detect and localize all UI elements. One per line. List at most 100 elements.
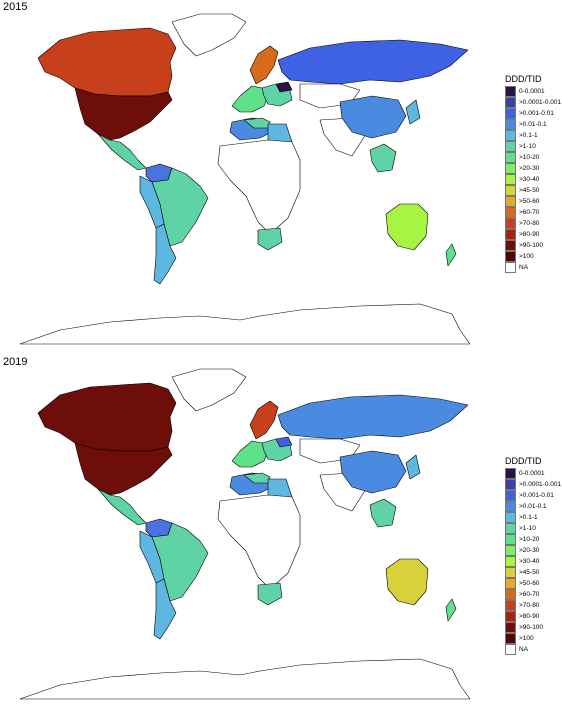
- legend-item: >1-10: [505, 141, 561, 152]
- legend-label: 0-0.0001: [519, 88, 545, 95]
- map-panel-2019: 2019 DDD/TID 0-0.0001 >0.0001-0.001 >0.001…: [0, 355, 562, 709]
- legend-label: >0.1-1: [519, 514, 538, 521]
- legend-label: >1-10: [519, 143, 536, 150]
- legend-item: >10-20: [505, 534, 561, 545]
- region-australia: [385, 203, 429, 251]
- legend-label: >20-30: [519, 547, 540, 554]
- legend-swatch: [505, 97, 516, 108]
- legend-label: >80-90: [519, 231, 540, 238]
- region-belarus: [275, 436, 293, 448]
- region-africa: [217, 494, 301, 590]
- legend-label: >0.001-0.01: [519, 492, 554, 499]
- region-greenland: [171, 368, 247, 412]
- legend-item: NA: [505, 644, 561, 655]
- region-south-africa: [257, 227, 283, 251]
- legend-item: 0-0.0001: [505, 468, 561, 479]
- legend-label: >60-70: [519, 209, 540, 216]
- region-new-zealand: [445, 243, 457, 267]
- region-scandinavia: [249, 400, 279, 440]
- legend-item: >100: [505, 251, 561, 262]
- legend-label: 0-0.0001: [519, 470, 545, 477]
- region-southern-cone: [153, 223, 177, 285]
- legend-label: >45-50: [519, 187, 540, 194]
- legend-swatch: [505, 622, 516, 633]
- legend-swatch: [505, 207, 516, 218]
- legend-item: >0.01-0.1: [505, 119, 561, 130]
- legend-swatch: [505, 141, 516, 152]
- legend-swatch: [505, 490, 516, 501]
- legend-item: >1-10: [505, 523, 561, 534]
- legend-item: >0.1-1: [505, 512, 561, 523]
- region-greenland: [171, 13, 247, 57]
- legend-item: >60-70: [505, 207, 561, 218]
- legend-item: >45-50: [505, 185, 561, 196]
- legend-label: >0.0001-0.001: [519, 99, 562, 106]
- region-usa: [74, 87, 173, 141]
- legend-swatch: [505, 479, 516, 490]
- region-australia: [385, 558, 429, 606]
- legend-item: NA: [505, 262, 561, 273]
- legend-item: >0.001-0.01: [505, 108, 561, 119]
- legend-item: >20-30: [505, 163, 561, 174]
- legend-swatch: [505, 174, 516, 185]
- legend-swatch: [505, 196, 516, 207]
- legend-item: >20-30: [505, 545, 561, 556]
- legend-label: >45-50: [519, 569, 540, 576]
- region-russia: [277, 394, 469, 440]
- legend-title: DDD/TID: [505, 74, 542, 84]
- legend-swatch: [505, 556, 516, 567]
- legend-swatch: [505, 229, 516, 240]
- legend-label: >50-60: [519, 580, 540, 587]
- world-map-2019: [19, 368, 471, 700]
- legend-swatch: [505, 534, 516, 545]
- region-east-asia: [405, 454, 421, 480]
- region-china: [339, 95, 407, 139]
- map-panel-2015: 2015 DDD/TID 0-0.0001 >0.0001-0.001 >0.001…: [0, 0, 562, 354]
- legend-item: >45-50: [505, 567, 561, 578]
- legend-swatch: [505, 633, 516, 644]
- legend-swatch: [505, 119, 516, 130]
- legend-swatch: [505, 130, 516, 141]
- legend-swatch: [505, 262, 516, 273]
- legend-label: >10-20: [519, 536, 540, 543]
- legend-swatch: [505, 152, 516, 163]
- legend-swatch: [505, 218, 516, 229]
- region-north-america: [37, 382, 177, 452]
- legend-items: 0-0.0001 >0.0001-0.001 >0.001-0.01 >0.01-0.…: [505, 468, 561, 655]
- legend-item: >50-60: [505, 196, 561, 207]
- legend-item: >70-80: [505, 218, 561, 229]
- year-label: 2019: [3, 356, 28, 368]
- legend-swatch: [505, 86, 516, 97]
- legend-swatch: [505, 578, 516, 589]
- legend-swatch: [505, 600, 516, 611]
- legend-item: >0.01-0.1: [505, 501, 561, 512]
- legend-swatch: [505, 611, 516, 622]
- legend-label: >70-80: [519, 602, 540, 609]
- legend-label: >90-100: [519, 624, 544, 631]
- region-southeast-asia: [369, 143, 397, 173]
- legend-2015: DDD/TID 0-0.0001 >0.0001-0.001 >0.001-0.01…: [505, 74, 561, 273]
- legend-item: >60-70: [505, 589, 561, 600]
- legend-swatch: [505, 468, 516, 479]
- legend-item: >90-100: [505, 622, 561, 633]
- legend-label: >0.001-0.01: [519, 110, 554, 117]
- legend-label: >30-40: [519, 558, 540, 565]
- region-belarus: [275, 81, 293, 93]
- legend-swatch: [505, 185, 516, 196]
- legend-label: >30-40: [519, 176, 540, 183]
- legend-swatch: [505, 501, 516, 512]
- legend-item: >0.0001-0.001: [505, 479, 561, 490]
- legend-swatch: [505, 567, 516, 578]
- legend-label: >100: [519, 635, 534, 642]
- legend-label: NA: [519, 264, 529, 271]
- legend-2019: DDD/TID 0-0.0001 >0.0001-0.001 >0.001-0.01…: [505, 456, 561, 655]
- legend-label: >90-100: [519, 242, 544, 249]
- legend-label: >60-70: [519, 591, 540, 598]
- region-china: [339, 450, 407, 494]
- legend-item: >90-100: [505, 240, 561, 251]
- legend-item: >80-90: [505, 229, 561, 240]
- region-antarctica: [19, 658, 471, 700]
- region-usa: [74, 442, 173, 496]
- legend-label: >0.1-1: [519, 132, 538, 139]
- region-southern-cone: [153, 578, 177, 640]
